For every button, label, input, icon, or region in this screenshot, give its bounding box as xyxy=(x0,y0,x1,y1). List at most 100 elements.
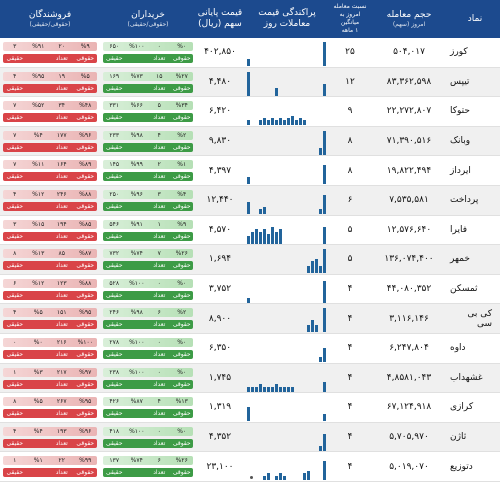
sellers[interactable]: %۹۶ ۱۷۷ %۴ ۷ حقوقی تعداد حقیقی xyxy=(0,127,100,156)
buyers[interactable]: %۰ ۰ %۱۰۰ ۲۳۸ حقوقی تعداد حقیقی xyxy=(100,364,196,393)
header-name[interactable]: نماد xyxy=(450,0,500,38)
price-spread-chart xyxy=(244,364,330,393)
buyers-value: %۹۱ xyxy=(130,220,143,228)
buyers[interactable]: %۲۶ ۷ %۷۴ ۷۳۲ حقوقی تعداد حقیقی xyxy=(100,245,196,274)
spread-bar xyxy=(279,386,282,392)
buyers-value: حقیقی xyxy=(105,84,123,92)
sellers[interactable]: %۹۶ ۱۹۳ %۴ ۴ حقوقی تعداد حقیقی xyxy=(0,423,100,452)
table-row[interactable]: پرداخت ۷,۵۳۵,۵۸۱ ۶ ۱۲,۴۴۰ %۴ ۳ %۹۶ ۲۵۰ حقوقی تعدا… xyxy=(0,186,500,216)
table-row[interactable]: فایرا ۱۲,۵۷۶,۶۴۰ ۵ ۴,۵۷۰ %۹ ۱ %۹۱ ۵۴۶ حقوقی تعداد… xyxy=(0,216,500,246)
buyers-value: ۱۶۹ xyxy=(109,72,120,80)
buyers[interactable]: %۱۳ ۴ %۸۷ ۴۲۶ حقوقی تعداد حقیقی xyxy=(100,393,196,422)
buyers-bot-bar: حقوقی تعداد حقیقی xyxy=(103,261,193,271)
table-row[interactable]: داوه ۶,۲۴۷,۸۰۴ ۴ ۶,۳۵۰ %۰ ۰ %۱۰۰ ۲۷۸ حقوقی تعداد ح… xyxy=(0,334,500,364)
buyers-value: ۴ xyxy=(157,131,161,139)
closing-price: ۴,۳۵۲ xyxy=(208,432,232,443)
buyers-value xyxy=(126,320,149,329)
buyers-value: ۱۳۷ xyxy=(109,457,120,465)
sellers-value: تعداد xyxy=(55,439,68,447)
table-row[interactable]: وبانک ۷۱,۳۹۰,۵۱۶ ۸ ۹,۸۳۰ %۲ ۴ %۹۸ ۲۳۳ حقوقی تعداد… xyxy=(0,126,500,157)
spread-bar xyxy=(247,58,250,66)
header-spread[interactable]: پراکندگی قیمت معاملات روز xyxy=(244,0,330,38)
buyers-value: حقوقی xyxy=(172,262,191,270)
buyers[interactable]: %۰ ۰ %۱۰۰ ۴۱۸ حقوقی تعداد حقیقی xyxy=(100,423,196,452)
sellers[interactable]: %۸۹ ۱۶۴ %۱۱ ۷ حقوقی تعداد حقیقی xyxy=(0,156,100,185)
sellers-value xyxy=(27,291,51,300)
buyers[interactable]: %۴ ۳ %۹۶ ۲۵۰ حقوقی تعداد حقیقی xyxy=(100,186,196,215)
sellers[interactable]: %۴۸ ۳۴ %۵۲ ۷ حقوقی تعداد حقیقی xyxy=(0,97,100,126)
buyers-value: %۲۶ xyxy=(175,250,188,258)
sellers[interactable]: %۹۵ ۱۵۱ %۵ ۴ حقوقی تعداد حقیقی xyxy=(0,304,100,333)
spread-bar xyxy=(323,308,326,333)
sellers-bot-bar: حقوقی تعداد حقیقی xyxy=(3,290,97,300)
table-row[interactable]: خمهر ۱۳۶,۰۷۴,۴۰۰ ۵ ۱,۶۹۴ %۲۶ ۷ %۷۴ ۷۳۲ حقوقی تعدا… xyxy=(0,245,500,275)
buyers-value: حقوقی xyxy=(172,380,191,388)
buyers[interactable]: %۲ ۴ %۹۸ ۲۳۳ حقوقی تعداد حقیقی xyxy=(100,127,196,156)
table-row[interactable]: دتوزیع ۵,۰۱۹,۰۷۰ ۴ ۲۳,۱۰۰ %۲۶ ۶ %۷۴ ۱۳۷ حقوقی تعد… xyxy=(0,452,500,482)
spread-bar xyxy=(255,386,258,392)
sellers-top-bar: %۸۹ ۱۶۴ %۱۱ ۷ xyxy=(3,160,97,170)
sellers[interactable]: %۸۸ ۱۲۳ %۱۲ ۶ حقوقی تعداد حقیقی xyxy=(0,275,100,304)
spread-bar xyxy=(267,473,270,481)
spread-bar xyxy=(247,177,250,185)
header-ratio[interactable]: نسبت معامله امروز به میانگین ۱ ماهه xyxy=(330,0,370,38)
table-row[interactable]: ایرداز ۱۹,۸۲۲,۴۹۴ ۸ ۴,۳۹۷ %۱ ۲ %۹۹ ۱۴۵ حقوقی تعدا… xyxy=(0,156,500,186)
spread-bar xyxy=(287,118,290,126)
sellers[interactable]: %۸۵ ۱۹۴ %۱۵ ۳ حقوقی تعداد حقیقی xyxy=(0,216,100,245)
table-row[interactable]: کی بی سی ۳,۱۱۶,۱۴۶ ۴ ۸,۹۰۰ %۲ ۶ %۹۸ ۲۴۶ حقوقی تعد… xyxy=(0,304,500,334)
buyers[interactable]: %۳۴ ۵ %۶۶ ۳۳۱ حقوقی تعداد حقیقی xyxy=(100,97,196,126)
buyers-value: تعداد xyxy=(153,262,166,270)
table-row[interactable]: غشهداب ۴,۸۵۸۱,۰۴۳ ۴ ۱,۷۴۵ %۰ ۰ %۱۰۰ ۲۳۸ حقوقی تعد… xyxy=(0,363,500,394)
price-spread-chart xyxy=(244,304,330,333)
sellers-value: %۸۸ xyxy=(79,191,92,198)
sellers[interactable]: %۹۵ ۲۶۷ %۵ ۸ حقوقی تعداد حقیقی xyxy=(0,393,100,422)
sellers[interactable]: %۵ ۱۹ %۹۵ ۴ حقوقی تعداد حقیقی xyxy=(0,68,100,97)
sellers-value: حقوقی xyxy=(76,203,95,210)
sellers[interactable]: %۹ ۲۰ %۹۱ ۳ حقوقی تعداد حقیقی xyxy=(0,38,100,67)
sellers[interactable]: %۹۷ ۲۱۷ %۳ ۱ حقوقی تعداد حقیقی xyxy=(0,364,100,393)
sellers[interactable]: %۹۹ ۲۲ %۱ ۱ حقوقی تعداد حقیقی xyxy=(0,452,100,481)
header-buyers[interactable]: خریداران (حقوقی/حقیقی) xyxy=(100,0,196,38)
buyers-bot-bar: حقوقی تعداد حقیقی xyxy=(103,172,193,182)
sellers[interactable]: %۸۸ ۲۴۶ %۱۲ ۴ حقوقی تعداد حقیقی xyxy=(0,186,100,215)
table-row[interactable]: ثاژن ۵,۷۰۵,۹۷۰ ۴ ۴,۳۵۲ %۰ ۰ %۱۰۰ ۴۱۸ حقوقی تعداد ح… xyxy=(0,422,500,453)
buyers[interactable]: %۰ ۰ %۱۰۰ ۵۲۸ حقوقی تعداد حقیقی xyxy=(100,275,196,304)
table-row[interactable]: کرازی ۶۷,۱۲۴,۹۱۸ ۴ ۱,۳۱۹ %۱۳ ۴ %۸۷ ۴۲۶ حقوقی تعدا… xyxy=(0,393,500,423)
buyers[interactable]: %۲۷ ۱۵ %۷۳ ۱۶۹ حقوقی تعداد حقیقی xyxy=(100,68,196,97)
sellers-value xyxy=(27,143,51,152)
header-ratio-sub: امروز به میانگین xyxy=(339,11,361,26)
header-price[interactable]: قیمت پایانی سهم (ریال) xyxy=(196,0,244,38)
sellers[interactable]: %۱۰۰ ۲۱۶ %۰ ۰ حقوقی تعداد حقیقی xyxy=(0,334,100,363)
sellers-value xyxy=(27,261,51,270)
closing-price: ۴,۴۸۰ xyxy=(208,76,232,87)
table-row[interactable]: حتوکا ۲۲,۲۷۲,۸۰۷ ۹ ۶,۴۲۰ %۳۴ ۵ %۶۶ ۳۳۱ حقوقی تعدا… xyxy=(0,97,500,127)
sellers-bot-bar: حقوقی تعداد حقیقی xyxy=(3,231,97,241)
table-row[interactable]: ثمسکن ۴۴,۰۸۰,۳۵۲ ۴ ۳,۷۵۲ %۰ ۰ %۱۰۰ ۵۲۸ حقوقی تعدا… xyxy=(0,275,500,305)
trade-volume: ۴۴,۰۸۰,۳۵۲ xyxy=(386,284,432,295)
buyers[interactable]: %۲ ۶ %۹۸ ۲۴۶ حقوقی تعداد حقیقی xyxy=(100,304,196,333)
header-volume[interactable]: حجم معامله امروز (سهم) xyxy=(370,0,448,38)
table-row[interactable]: تیپس ۸۳,۳۶۲,۵۹۸ ۱۲ ۴,۴۸۰ %۲۷ ۱۵ %۷۳ ۱۶۹ حقوقی تعد… xyxy=(0,67,500,98)
price-spread-chart xyxy=(244,275,330,304)
buyers-bot-bar: حقوقی تعداد حقیقی xyxy=(103,468,193,478)
buyers-top-bar: %۲ ۴ %۹۸ ۲۳۳ xyxy=(103,130,193,140)
sellers[interactable]: %۸۷ ۸۵ %۱۳ ۸ حقوقی تعداد حقیقی xyxy=(0,245,100,274)
buyers-top-bar: %۲۶ ۶ %۷۴ ۱۳۷ xyxy=(103,456,193,466)
buyers[interactable]: %۰ ۰ %۱۰۰ ۶۵۰ حقوقی تعداد حقیقی xyxy=(100,38,196,67)
buyers[interactable]: %۰ ۰ %۱۰۰ ۲۷۸ حقوقی تعداد حقیقی xyxy=(100,334,196,363)
buyers-value: %۸۷ xyxy=(130,398,143,406)
spread-bar xyxy=(263,118,266,126)
buyers[interactable]: %۲۶ ۶ %۷۴ ۱۳۷ حقوقی تعداد حقیقی xyxy=(100,452,196,481)
buyers[interactable]: %۹ ۱ %۹۱ ۵۴۶ حقوقی تعداد حقیقی xyxy=(100,216,196,245)
sellers-top-bar: %۹۷ ۲۱۷ %۳ ۱ xyxy=(3,367,97,377)
buyers-value: ۴ xyxy=(157,398,161,406)
header-sellers[interactable]: فروشندگان (حقوقی/حقیقی) xyxy=(0,0,100,38)
buyers-value xyxy=(126,232,149,241)
sellers-bot-bar: حقوقی تعداد حقیقی xyxy=(3,172,97,182)
buyers-top-bar: %۴ ۳ %۹۶ ۲۵۰ xyxy=(103,190,193,199)
buyers[interactable]: %۱ ۲ %۹۹ ۱۴۵ حقوقی تعداد حقیقی xyxy=(100,156,196,185)
table-row[interactable]: کورز ۵۰۴,۰۱۷ ۲۵ ۴۰۲,۸۵۰ %۰ ۰ %۱۰۰ ۶۵۰ حقوقی تعداد… xyxy=(0,38,500,68)
buyers-value: %۹۹ xyxy=(130,161,143,169)
buyers-value xyxy=(126,143,149,152)
buyers-value: تعداد xyxy=(153,291,166,299)
